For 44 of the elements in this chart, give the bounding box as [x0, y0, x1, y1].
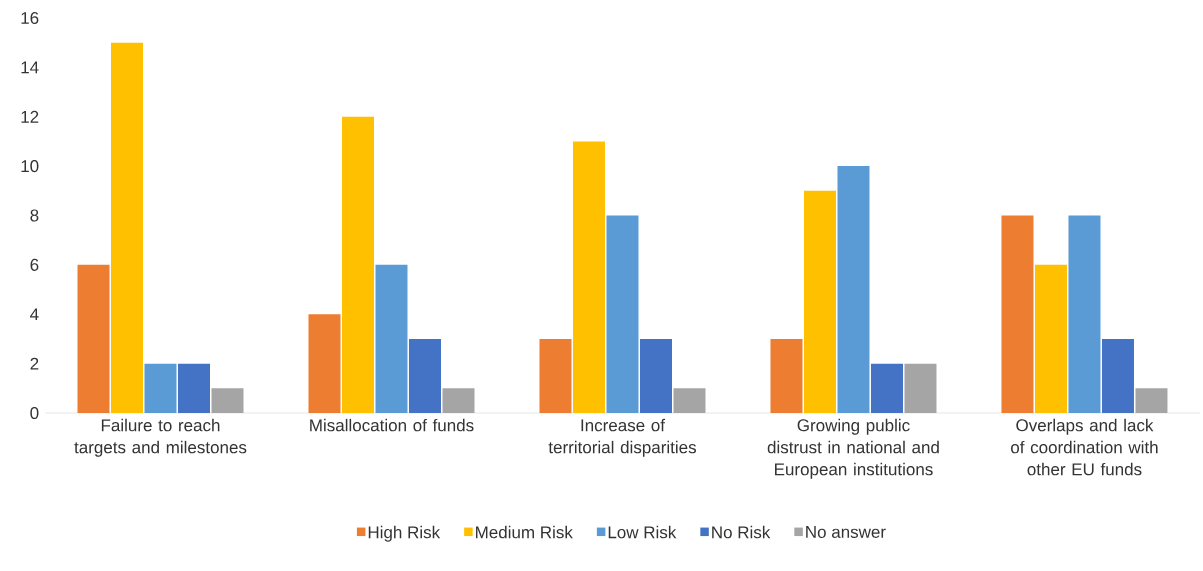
bar [375, 264, 408, 413]
bar [606, 215, 639, 413]
y-tick-label: 14 [21, 61, 39, 74]
bar [1034, 264, 1067, 413]
bar [1101, 338, 1134, 413]
y-tick-label: 8 [30, 209, 39, 222]
bar [904, 363, 937, 413]
y-tick-label: 0 [30, 406, 39, 420]
bar [770, 338, 803, 413]
bar [442, 388, 475, 413]
legend-label: No Risk [712, 525, 771, 539]
bar [803, 190, 836, 413]
legend-label: Medium Risk [476, 525, 573, 539]
y-tick-label: 12 [21, 110, 39, 123]
y-tick-label: 6 [30, 258, 39, 271]
bar [673, 388, 706, 413]
y-tick-label: 4 [30, 308, 39, 321]
x-tick-label: Increase of territorial disparities [548, 418, 696, 457]
y-tick-label: 16 [21, 11, 39, 25]
legend-label: High Risk [368, 525, 441, 542]
x-tick-label: Growing public distrust in national and European institutions [767, 418, 939, 479]
bar [111, 42, 143, 413]
bar [178, 363, 210, 413]
bar [308, 314, 341, 413]
bar [211, 388, 244, 413]
bar [870, 363, 903, 413]
bar [1135, 388, 1168, 413]
y-tick-label: 10 [21, 160, 39, 173]
bar [341, 116, 374, 413]
bar [408, 338, 441, 413]
bar [1068, 215, 1101, 413]
bar [639, 338, 672, 413]
bar [1001, 215, 1034, 413]
bar [144, 363, 177, 413]
bar [837, 166, 870, 413]
legend-label: No answer [806, 526, 886, 538]
bar [539, 338, 572, 413]
x-tick-label: Overlaps and lack of coordination with other EU funds [1011, 418, 1158, 476]
legend-label: Low Risk [608, 525, 677, 539]
bar [572, 141, 605, 413]
bar [77, 264, 110, 413]
x-tick-label: Misallocation of funds [310, 418, 474, 432]
y-tick-label: 2 [30, 357, 39, 370]
x-tick-label: Failure to reach targets and milestones [74, 418, 247, 457]
